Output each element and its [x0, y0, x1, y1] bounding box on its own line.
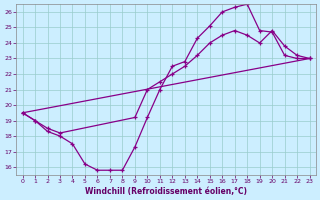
X-axis label: Windchill (Refroidissement éolien,°C): Windchill (Refroidissement éolien,°C): [85, 187, 247, 196]
